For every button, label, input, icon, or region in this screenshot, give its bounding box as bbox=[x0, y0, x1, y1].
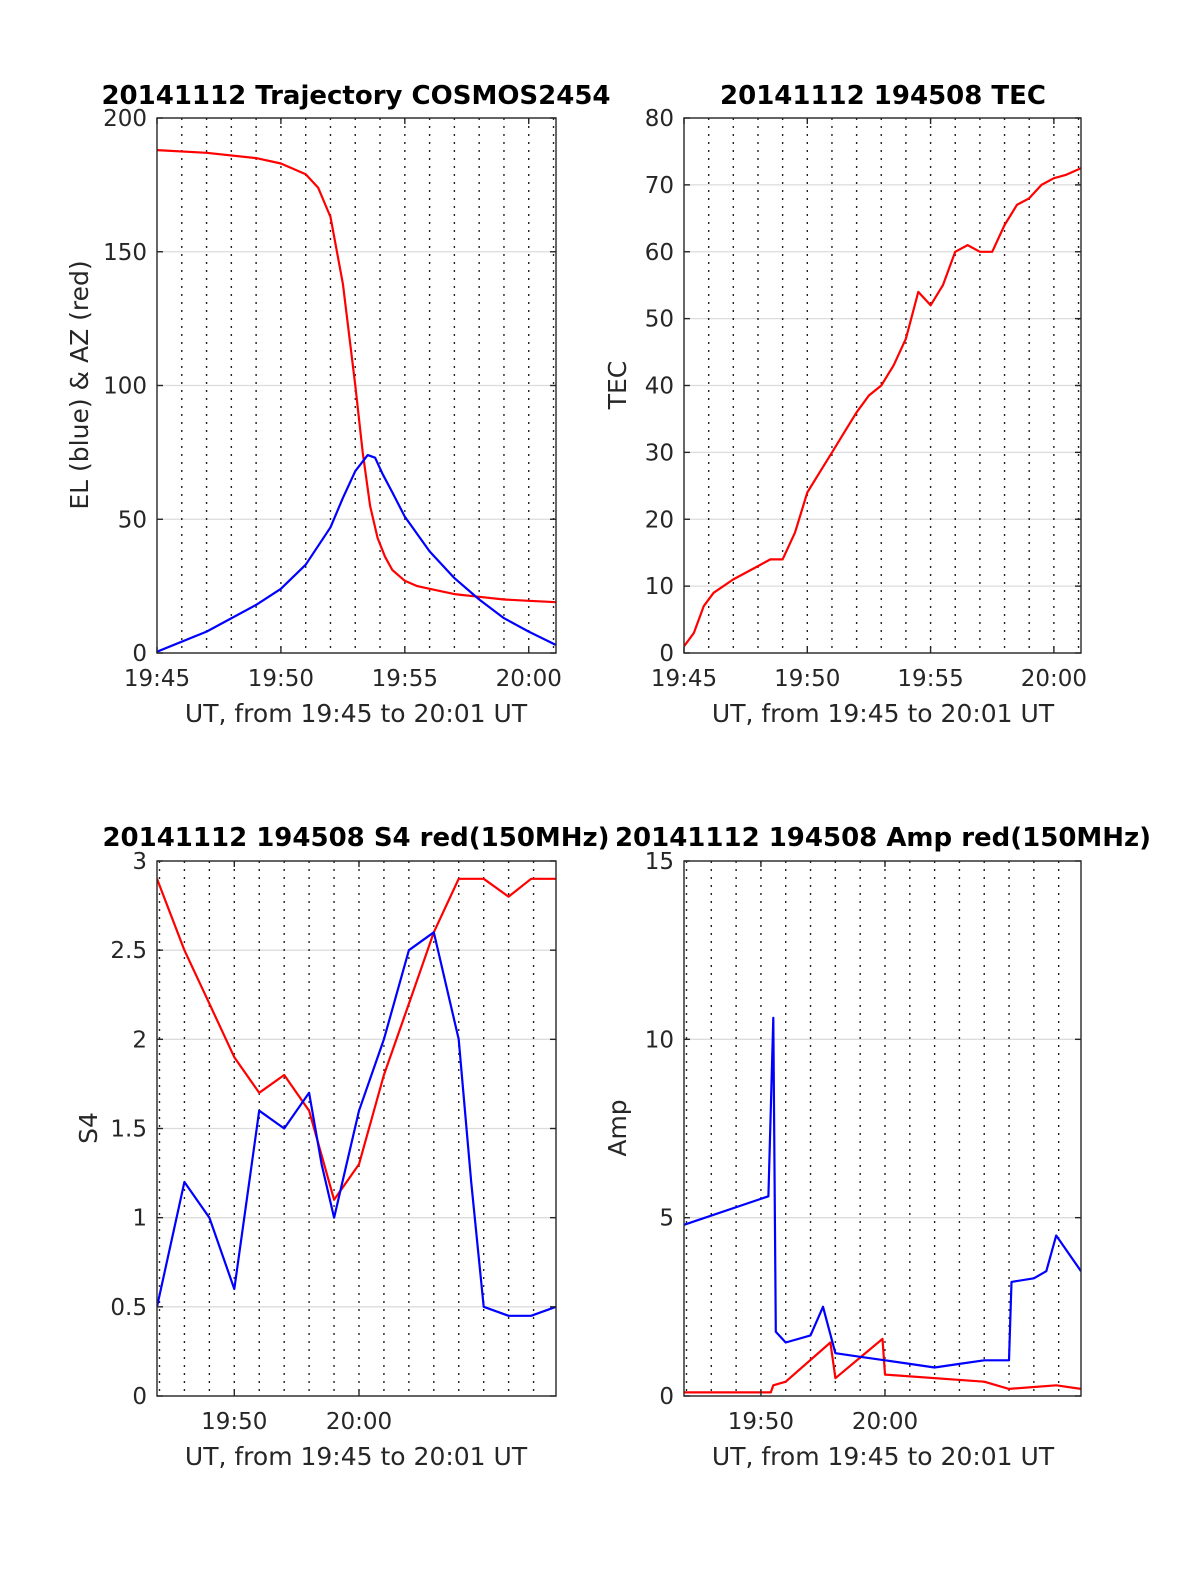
x-tick-label: 19:55 bbox=[372, 666, 438, 692]
y-tick-label: 0.5 bbox=[110, 1295, 147, 1321]
y-tick-label: 0 bbox=[132, 1384, 147, 1410]
x-tick-label: 19:45 bbox=[651, 666, 717, 692]
series-line-red bbox=[684, 167, 1081, 647]
y-axis-label: S4 bbox=[74, 1112, 103, 1144]
tec-panel: 20141112 194508 TEC UT, from 19:45 to 20… bbox=[603, 81, 1087, 728]
y-tick-label: 50 bbox=[118, 507, 147, 533]
y-axis-label: EL (blue) & AZ (red) bbox=[65, 260, 94, 509]
series-line-blue bbox=[684, 1016, 1081, 1369]
x-tick-label: 19:50 bbox=[774, 666, 840, 692]
y-tick-label: 100 bbox=[103, 374, 147, 400]
y-tick-label: 70 bbox=[645, 173, 674, 199]
y-tick-label: 50 bbox=[645, 307, 674, 333]
y-tick-label: 0 bbox=[132, 641, 147, 667]
x-tick-label: 19:55 bbox=[897, 666, 963, 692]
x-axis-label: UT, from 19:45 to 20:01 UT bbox=[712, 1442, 1055, 1471]
series-line-blue bbox=[157, 931, 556, 1317]
y-tick-label: 40 bbox=[645, 374, 674, 400]
series-line-red bbox=[684, 1337, 1081, 1394]
y-tick-label: 3 bbox=[132, 849, 147, 875]
y-tick-label: 2.5 bbox=[110, 938, 147, 964]
y-tick-label: 60 bbox=[645, 240, 674, 266]
y-tick-label: 5 bbox=[659, 1206, 674, 1232]
y-tick-label: 1.5 bbox=[110, 1117, 147, 1143]
y-tick-label: 15 bbox=[645, 849, 674, 875]
series-line-blue bbox=[157, 454, 556, 653]
y-tick-label: 150 bbox=[103, 240, 147, 266]
s4-panel: 20141112 194508 S4 red(150MHz) UT, from … bbox=[74, 823, 610, 1471]
x-tick-label: 20:00 bbox=[326, 1409, 392, 1435]
x-axis-label: UT, from 19:45 to 20:01 UT bbox=[712, 699, 1055, 728]
x-tick-label: 20:00 bbox=[1021, 666, 1087, 692]
chart-title: 20141112 194508 S4 red(150MHz) bbox=[102, 823, 609, 853]
y-tick-label: 10 bbox=[645, 574, 674, 600]
y-tick-label: 10 bbox=[645, 1027, 674, 1053]
x-axis-label: UT, from 19:45 to 20:01 UT bbox=[185, 699, 528, 728]
x-tick-label: 19:50 bbox=[201, 1409, 267, 1435]
chart-title: 20141112 194508 TEC bbox=[720, 81, 1046, 111]
y-tick-label: 2 bbox=[132, 1027, 147, 1053]
x-tick-label: 19:50 bbox=[728, 1409, 794, 1435]
x-tick-label: 19:45 bbox=[124, 666, 190, 692]
y-tick-label: 0 bbox=[659, 641, 674, 667]
chart-title: 20141112 194508 Amp red(150MHz) bbox=[615, 823, 1151, 853]
series-line-red bbox=[157, 877, 556, 1201]
x-tick-label: 20:00 bbox=[496, 666, 562, 692]
x-axis-label: UT, from 19:45 to 20:01 UT bbox=[185, 1442, 528, 1471]
y-tick-label: 20 bbox=[645, 507, 674, 533]
amp-panel: 20141112 194508 Amp red(150MHz) UT, from… bbox=[603, 823, 1151, 1471]
y-tick-label: 1 bbox=[132, 1206, 147, 1232]
trajectory-panel: 20141112 Trajectory COSMOS2454 UT, from … bbox=[65, 81, 611, 728]
y-tick-label: 80 bbox=[645, 106, 674, 132]
x-tick-label: 20:00 bbox=[852, 1409, 918, 1435]
series-line-red bbox=[157, 149, 556, 604]
y-axis-label: Amp bbox=[603, 1099, 632, 1156]
y-tick-label: 200 bbox=[103, 106, 147, 132]
y-axis-label: TEC bbox=[603, 361, 632, 411]
y-tick-label: 30 bbox=[645, 440, 674, 466]
x-tick-label: 19:50 bbox=[248, 666, 314, 692]
y-tick-label: 0 bbox=[659, 1384, 674, 1410]
axes-frame bbox=[683, 860, 1082, 1397]
chart-title: 20141112 Trajectory COSMOS2454 bbox=[101, 81, 610, 111]
